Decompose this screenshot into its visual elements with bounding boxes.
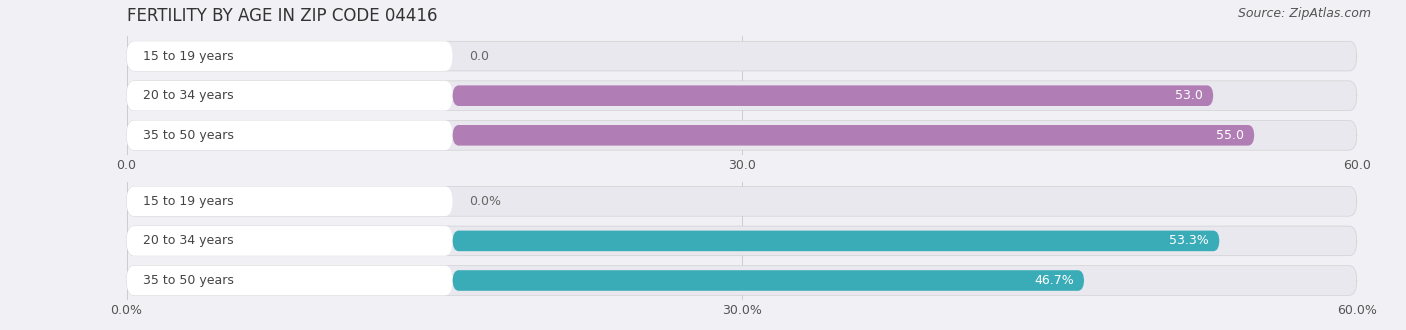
FancyBboxPatch shape	[127, 41, 453, 71]
Text: 20 to 34 years: 20 to 34 years	[143, 89, 233, 102]
FancyBboxPatch shape	[127, 41, 1357, 71]
Text: 0.0%: 0.0%	[470, 195, 501, 208]
FancyBboxPatch shape	[127, 266, 453, 295]
Text: 46.7%: 46.7%	[1033, 274, 1074, 287]
Text: 15 to 19 years: 15 to 19 years	[143, 195, 233, 208]
FancyBboxPatch shape	[127, 186, 1357, 216]
Text: 0.0: 0.0	[470, 50, 489, 63]
FancyBboxPatch shape	[453, 270, 1084, 291]
Text: FERTILITY BY AGE IN ZIP CODE 04416: FERTILITY BY AGE IN ZIP CODE 04416	[127, 7, 437, 25]
Text: 35 to 50 years: 35 to 50 years	[143, 274, 233, 287]
FancyBboxPatch shape	[127, 226, 453, 256]
Text: Source: ZipAtlas.com: Source: ZipAtlas.com	[1237, 7, 1371, 19]
FancyBboxPatch shape	[453, 85, 1213, 106]
Text: 53.0: 53.0	[1175, 89, 1204, 102]
FancyBboxPatch shape	[127, 186, 453, 216]
FancyBboxPatch shape	[127, 81, 1357, 111]
Text: 55.0: 55.0	[1216, 129, 1244, 142]
Text: 20 to 34 years: 20 to 34 years	[143, 234, 233, 248]
FancyBboxPatch shape	[127, 120, 453, 150]
FancyBboxPatch shape	[453, 125, 1254, 146]
FancyBboxPatch shape	[127, 226, 1357, 256]
Text: 15 to 19 years: 15 to 19 years	[143, 50, 233, 63]
Text: 53.3%: 53.3%	[1170, 234, 1209, 248]
FancyBboxPatch shape	[453, 231, 1219, 251]
FancyBboxPatch shape	[127, 266, 1357, 295]
Text: 35 to 50 years: 35 to 50 years	[143, 129, 233, 142]
FancyBboxPatch shape	[127, 120, 1357, 150]
FancyBboxPatch shape	[127, 81, 453, 111]
